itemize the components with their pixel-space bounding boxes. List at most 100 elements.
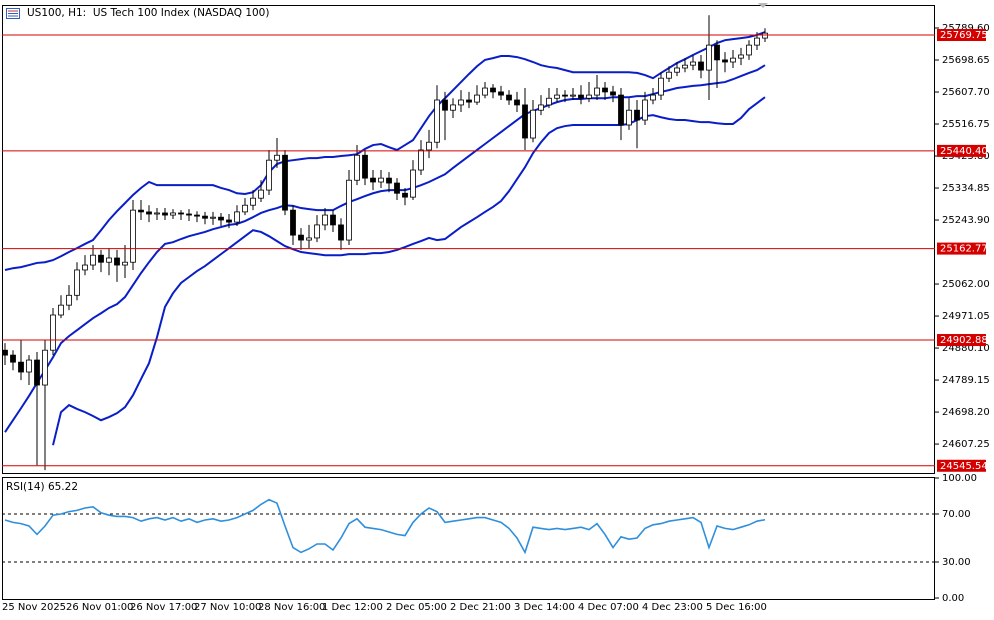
x-tick-label: 5 Dec 16:00: [706, 602, 767, 613]
candle-body: [234, 211, 240, 223]
y-tick-label: 24971.05: [942, 311, 990, 322]
level-label: 24902.88: [940, 335, 988, 346]
candle-body: [570, 94, 576, 97]
candle-body: [610, 91, 616, 96]
y-tick-label: 25334.85: [942, 183, 990, 194]
candle-body: [242, 204, 248, 213]
candle-body: [466, 99, 472, 103]
candle-body: [698, 61, 704, 71]
y-tick-label: 70.00: [942, 509, 971, 520]
y-tick-label: 25243.90: [942, 215, 990, 226]
level-label-box: [937, 242, 986, 255]
x-tick-label: 2 Dec 21:00: [450, 602, 511, 613]
candle-body: [18, 361, 24, 373]
candle-body: [34, 359, 40, 386]
candle-body: [746, 44, 752, 56]
candle-body: [170, 212, 176, 216]
candle-body: [10, 354, 16, 363]
candle-body: [682, 64, 688, 69]
level-label-box: [937, 459, 986, 472]
y-tick-label: 24880.10: [942, 343, 990, 354]
candle-body: [754, 37, 760, 46]
candle-body: [626, 109, 632, 126]
rsi-panel: [2, 477, 935, 600]
x-tick-label: 1 Dec 12:00: [322, 602, 383, 613]
y-tick-label: 30.00: [942, 557, 971, 568]
candle-body: [50, 314, 56, 351]
candle-body: [354, 154, 360, 181]
candle-body: [762, 32, 768, 39]
y-tick-label: 25698.65: [942, 55, 990, 66]
y-tick-label: 25789.60: [942, 23, 990, 34]
candle-body: [642, 99, 648, 121]
candle-body: [426, 141, 432, 151]
level-label-box: [937, 28, 986, 41]
x-tick-label: 2 Dec 05:00: [386, 602, 447, 613]
candle-body: [74, 269, 80, 296]
candle-body: [266, 159, 272, 191]
candle-body: [314, 224, 320, 239]
candle-body: [650, 94, 656, 101]
shift-marker: [758, 3, 768, 8]
x-tick-label: 26 Nov 01:00: [66, 602, 133, 613]
level-label: 24545.54: [940, 461, 988, 472]
candle-body: [714, 44, 720, 61]
line-series: [4, 64, 766, 433]
candle-body: [722, 59, 728, 63]
candle-body: [330, 214, 336, 226]
candle-body: [538, 104, 544, 111]
candle-body: [82, 264, 88, 271]
candle-body: [42, 349, 48, 386]
candle-body: [562, 94, 568, 97]
x-tick-label: 3 Dec 14:00: [514, 602, 575, 613]
candle-body: [490, 87, 496, 93]
candle-body: [250, 197, 256, 206]
candle-body: [90, 254, 96, 266]
level-label: 25440.40: [940, 146, 988, 157]
candle-body: [146, 211, 152, 215]
candle-body: [362, 154, 368, 179]
candle-body: [586, 94, 592, 99]
candle-body: [618, 94, 624, 126]
candle-body: [738, 54, 744, 59]
y-tick-label: 24789.15: [942, 375, 990, 386]
candle-body: [282, 154, 288, 211]
candle-body: [66, 294, 72, 306]
candle-body: [394, 182, 400, 194]
candle-body: [410, 169, 416, 198]
x-tick-label: 4 Dec 07:00: [578, 602, 639, 613]
candle-body: [178, 212, 184, 215]
candle-body: [58, 304, 64, 316]
candle-body: [658, 77, 664, 96]
y-tick-label: 24607.25: [942, 439, 990, 450]
candle-body: [706, 44, 712, 71]
candle-body: [666, 71, 672, 79]
candle-body: [474, 94, 480, 103]
candle-body: [274, 154, 280, 161]
y-tick-label: 25607.70: [942, 87, 990, 98]
candle-body: [338, 224, 344, 241]
x-tick-label: 4 Dec 23:00: [642, 602, 703, 613]
candle-body: [346, 179, 352, 241]
candle-body: [218, 216, 224, 221]
candle-body: [418, 149, 424, 171]
rsi-title: RSI(14) 65.22: [6, 481, 78, 493]
candle-body: [258, 189, 264, 199]
candle-body: [378, 177, 384, 183]
candle-body: [634, 109, 640, 121]
x-tick-label: 26 Nov 17:00: [130, 602, 197, 613]
candle-body: [594, 87, 600, 96]
candle-body: [402, 192, 408, 198]
candle-body: [186, 213, 192, 216]
candle-body: [506, 94, 512, 101]
level-label: 25769.75: [940, 30, 988, 41]
candle-body: [106, 257, 112, 263]
line-series: [4, 498, 766, 555]
candle-body: [514, 99, 520, 106]
level-label-box: [937, 144, 986, 157]
candle-body: [298, 234, 304, 241]
y-tick-label: 0.00: [942, 593, 964, 604]
symbol-icon: [6, 8, 20, 19]
